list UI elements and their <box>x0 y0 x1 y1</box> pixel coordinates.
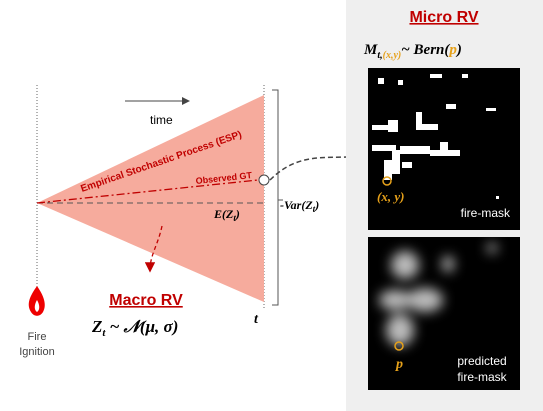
fire-label: Fire <box>28 331 47 343</box>
expectation-label: E(Zt) <box>213 207 240 223</box>
time-label: time <box>150 113 173 127</box>
micro-end: ) <box>455 42 462 58</box>
diagram: time Empirical Stochastic Process (ESP) … <box>0 0 543 411</box>
macro-base: Z <box>91 317 102 336</box>
variance-end: ) <box>314 198 319 212</box>
macro-rest: ~ 𝒩(μ, σ) <box>105 317 178 336</box>
expectation-end: ) <box>235 207 240 221</box>
mask-point-label: (x, y) <box>377 189 404 204</box>
micro-base: M <box>363 42 378 58</box>
pred-label: fire-mask <box>457 370 507 384</box>
observed-point <box>259 175 269 185</box>
variance-base: -Var(Z <box>280 198 313 212</box>
micro-title: Micro RV <box>409 9 478 26</box>
mask-label: fire-mask <box>461 206 511 220</box>
fire-label: Ignition <box>19 346 54 358</box>
micro-p: p <box>447 42 457 58</box>
pred-point-label: p <box>395 357 403 372</box>
macro-title: Macro RV <box>109 292 183 309</box>
expectation-base: E(Z <box>213 207 234 221</box>
pred-label: predicted <box>457 354 506 368</box>
micro-mid: ~ Bern( <box>401 42 450 58</box>
micro-sub: (x,y) <box>383 50 402 61</box>
